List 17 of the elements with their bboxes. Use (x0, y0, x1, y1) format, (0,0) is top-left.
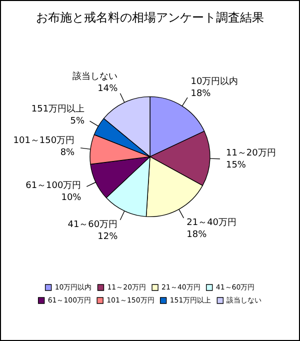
slice-label: 61～100万円 (26, 180, 82, 191)
data-label: 12% (98, 232, 118, 242)
data-label: 18% (190, 88, 212, 99)
slice-label: 101～150万円 (13, 136, 75, 146)
data-label: 5% (70, 116, 86, 126)
data-label: 14% (98, 84, 118, 94)
data-label: 8% (60, 148, 76, 158)
slice-label: 41～60万円 (68, 220, 118, 230)
slice-label: 10万円以内 (190, 76, 238, 87)
slice-label: 該当しない (72, 70, 118, 82)
data-label: 10% (61, 192, 82, 203)
slice-label: 11～20万円 (226, 148, 276, 159)
data-label: 15% (226, 160, 246, 171)
data-label: 18% (186, 230, 208, 240)
slice-label: 151万円以上 (31, 103, 85, 114)
chart-title: お布施と戒名料の相場アンケート調査結果 (36, 10, 264, 24)
slice-label: 21～40万円 (186, 218, 237, 228)
